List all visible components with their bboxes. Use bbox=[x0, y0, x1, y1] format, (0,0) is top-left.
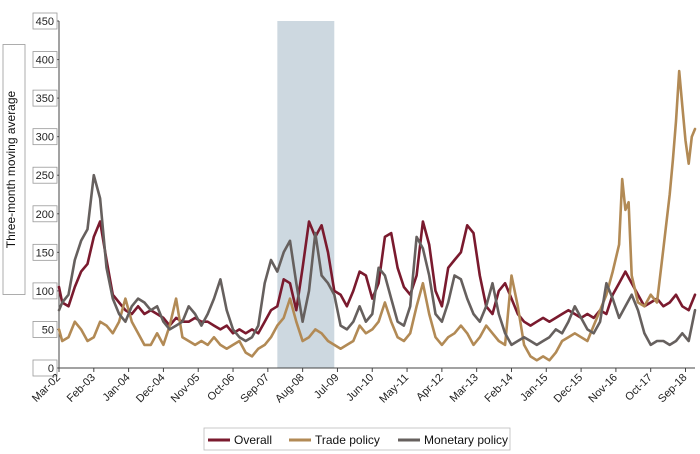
y-tick-label: 0 bbox=[48, 363, 54, 375]
y-axis-label-box bbox=[2, 44, 26, 295]
x-tick-label: Sep-18 bbox=[656, 372, 690, 406]
axes bbox=[55, 20, 695, 372]
series-lines bbox=[57, 69, 697, 362]
x-tick-label: Jun-10 bbox=[344, 372, 376, 404]
x-tick-label: Mar-02 bbox=[30, 372, 63, 405]
legend-label: Overall bbox=[234, 433, 272, 447]
x-tick-label: Sep-07 bbox=[238, 372, 272, 406]
x-tick-label: Mar-13 bbox=[448, 372, 481, 405]
x-tick-label: May-11 bbox=[377, 372, 411, 406]
x-tick-label: Feb-03 bbox=[65, 372, 98, 405]
y-tick-label: 100 bbox=[36, 286, 54, 298]
y-tick-label: 300 bbox=[36, 132, 54, 144]
y-tick-label: 200 bbox=[36, 209, 54, 221]
y-tick-label: 450 bbox=[36, 16, 54, 28]
y-tick-box bbox=[32, 243, 58, 261]
legend-box bbox=[203, 427, 511, 451]
x-tick-label: Nov-16 bbox=[586, 372, 620, 406]
x-tick-label: Jan-04 bbox=[100, 372, 132, 404]
x-tick-label: Dec-15 bbox=[552, 372, 586, 406]
y-tick-label: 250 bbox=[36, 170, 54, 182]
y-tick-label: 50 bbox=[42, 324, 54, 336]
y-tick-label: 150 bbox=[36, 247, 54, 259]
y-tick-box bbox=[32, 12, 58, 30]
series-line-monetary-policy bbox=[57, 173, 697, 347]
y-tick-box bbox=[32, 128, 58, 146]
y-tick-box bbox=[32, 321, 58, 338]
y-tick-labels: 0 50 100 150 200 250 300 350 400 450 bbox=[32, 12, 58, 377]
x-tick-label: Feb-14 bbox=[482, 372, 515, 405]
y-tick-box bbox=[32, 89, 58, 107]
shaded-period bbox=[277, 21, 335, 368]
x-tick-label: Nov-05 bbox=[169, 372, 203, 406]
x-tick-label: Oct-17 bbox=[623, 372, 655, 404]
y-tick-box bbox=[32, 205, 58, 223]
y-tick-box bbox=[32, 282, 58, 300]
y-tick-label: 350 bbox=[36, 93, 54, 105]
x-tick-label: Aug-08 bbox=[273, 372, 307, 406]
x-tick-label: Jul-09 bbox=[312, 372, 342, 402]
y-tick-box bbox=[32, 51, 58, 68]
x-tick-label: Oct-06 bbox=[205, 372, 237, 404]
y-tick-box bbox=[32, 359, 58, 377]
x-tick-label: Jan-15 bbox=[518, 372, 550, 404]
legend-label: Trade policy bbox=[315, 433, 380, 447]
legend-label: Monetary policy bbox=[424, 433, 508, 447]
legend: Overall Trade policy Monetary policy bbox=[203, 427, 511, 451]
x-tick-label: Dec-04 bbox=[134, 372, 168, 406]
y-tick-label: 400 bbox=[36, 55, 54, 67]
x-tick-labels: Mar-02 Feb-03 Jan-04 Dec-04 Nov-05 Oct-06 Sep-… bbox=[30, 372, 690, 406]
y-tick-box bbox=[32, 166, 58, 184]
shaded-region bbox=[277, 21, 335, 368]
x-tick-label: Apr-12 bbox=[414, 372, 446, 404]
y-axis-label: Three-month moving average bbox=[4, 90, 18, 248]
